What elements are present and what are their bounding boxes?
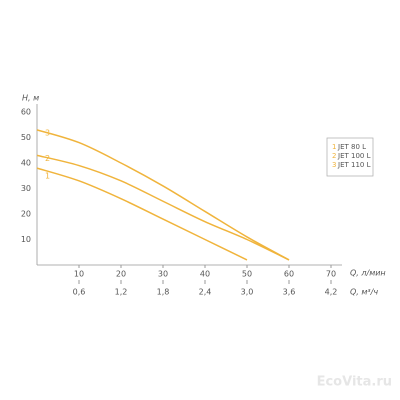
legend-number: 1 bbox=[332, 143, 336, 151]
legend-box bbox=[326, 137, 374, 177]
x-tick-label: 10 bbox=[74, 270, 84, 279]
x2-tick-label: 0,6 bbox=[73, 288, 86, 297]
series-line bbox=[36, 154, 290, 261]
x2-tick-label: 2,4 bbox=[199, 288, 212, 297]
series-line bbox=[36, 129, 290, 261]
legend-number: 3 bbox=[332, 161, 336, 169]
x2-tick-label: 3,6 bbox=[283, 288, 296, 297]
y-tick-label: 10 bbox=[21, 235, 31, 244]
y-tick-label: 40 bbox=[21, 159, 31, 168]
y-tick-label: 20 bbox=[21, 210, 31, 219]
curve-number: 3 bbox=[45, 128, 50, 137]
x2-tick-label: 4,2 bbox=[325, 288, 338, 297]
legend-label: JET 110 L bbox=[337, 161, 371, 169]
y-tick-label: 60 bbox=[21, 108, 31, 117]
y-tick-label: 30 bbox=[21, 184, 31, 193]
y-tick-label: 50 bbox=[21, 133, 31, 142]
y-axis-label: H, м bbox=[22, 94, 39, 103]
legend-label: JET 80 L bbox=[337, 143, 366, 151]
x2-tick-label: 3,0 bbox=[241, 288, 254, 297]
x-tick-label: 70 bbox=[326, 270, 336, 279]
series-line bbox=[36, 167, 248, 261]
x2-axis-label: Q, м³/ч bbox=[350, 288, 378, 297]
x-axis-label: Q, л/мин bbox=[350, 269, 386, 278]
legend-label: JET 100 L bbox=[337, 152, 371, 160]
x2-tick-label: 1,8 bbox=[157, 288, 170, 297]
x-tick-label: 40 bbox=[200, 270, 210, 279]
curve-number: 2 bbox=[45, 154, 50, 163]
curve-number: 1 bbox=[45, 172, 50, 181]
x-tick-label: 50 bbox=[242, 270, 252, 279]
x2-tick-label: 1,2 bbox=[115, 288, 128, 297]
x-tick-label: 60 bbox=[284, 270, 294, 279]
legend-number: 2 bbox=[332, 152, 336, 160]
x-tick-label: 20 bbox=[116, 270, 126, 279]
watermark: EcoVita.ru bbox=[317, 375, 392, 390]
x-tick-label: 30 bbox=[158, 270, 168, 279]
